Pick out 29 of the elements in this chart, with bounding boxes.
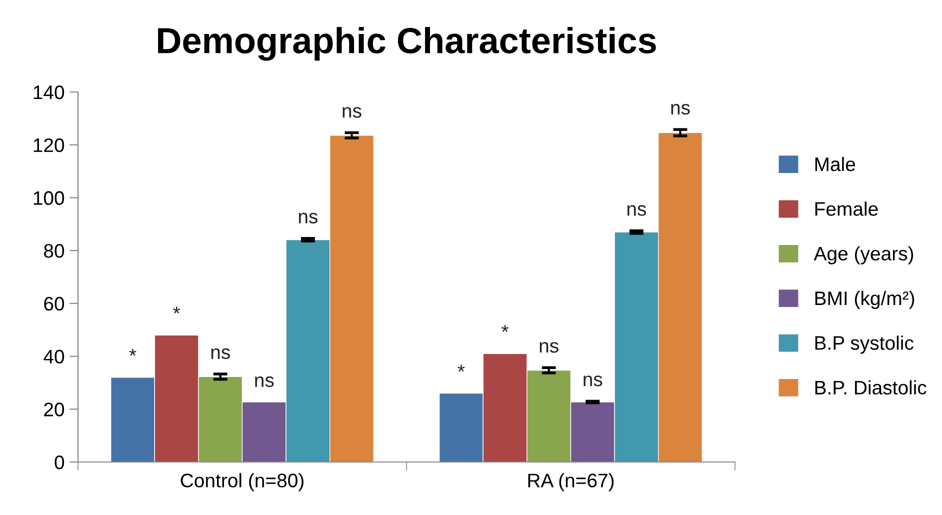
annotation: ns: [627, 205, 646, 216]
annotation: ns: [211, 348, 230, 360]
y-tick-label: 0: [54, 455, 64, 470]
y-tick-label: 140: [34, 85, 64, 100]
y-tick-label: 100: [34, 191, 64, 205]
annotation: ns: [540, 342, 558, 353]
annotation: ns: [298, 212, 318, 224]
annotation: ns: [342, 107, 362, 118]
annotation: *: [129, 348, 136, 356]
y-tick-label: 20: [44, 402, 64, 416]
chart-title: Demographic Characteristics: [158, 26, 656, 61]
y-tick-label: 120: [34, 138, 64, 152]
annotation: *: [458, 364, 465, 372]
y-tick-label: 80: [44, 244, 64, 258]
legend-label: B.P systolic: [815, 336, 914, 354]
legend-label: Female: [815, 202, 878, 216]
legend-label: B.P. Diastolic: [815, 380, 926, 395]
annotation: ns: [255, 376, 274, 388]
legend-label: Male: [815, 156, 856, 172]
y-tick-label: 40: [44, 350, 64, 364]
y-tick-label: 60: [44, 296, 64, 311]
annotation: ns: [671, 104, 690, 115]
annotation: ns: [584, 376, 602, 386]
legend-label: Age (years): [814, 246, 914, 264]
legend-label: BMI (kg/m²): [815, 290, 914, 310]
annotation: *: [173, 306, 180, 314]
x-tick-label: Control (n=80): [180, 473, 304, 492]
annotation: *: [502, 325, 509, 332]
x-tick-label: RA (n=67): [528, 473, 614, 492]
